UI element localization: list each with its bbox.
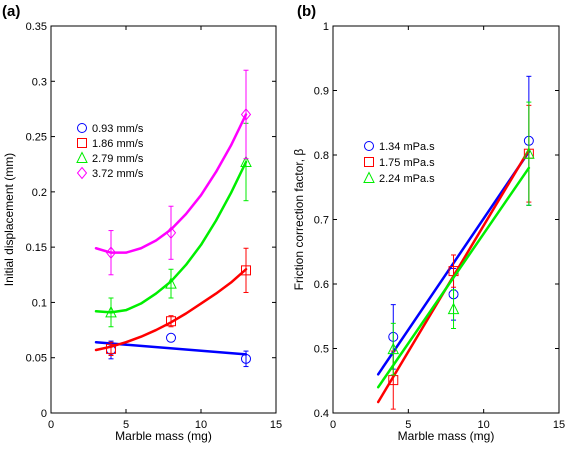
y-tick-label: 0.1	[32, 297, 47, 309]
data-point	[447, 302, 460, 315]
data-point	[165, 277, 177, 289]
data-point	[388, 375, 399, 386]
series-2-24-mpa-s	[376, 101, 535, 389]
legend-label: 1.86 mm/s	[92, 138, 144, 150]
x-axis-label: Marble mass (mg)	[115, 429, 212, 443]
legend-marker	[76, 166, 88, 180]
data-point	[241, 265, 251, 276]
plot-area-frame	[332, 25, 560, 414]
data-point	[241, 353, 251, 364]
plot-area-frame	[50, 25, 277, 414]
series-1-86-mm-s	[94, 247, 251, 357]
x-tick-label: 5	[405, 419, 411, 431]
legend-marker	[77, 123, 87, 133]
y-tick-label: 0	[41, 408, 47, 420]
chart-panel-a: (a) 0 5 10 15 0 0.05 0.1 0.15 0.2 0.25 0.3 0.35 Marbl…	[2, 3, 282, 443]
y-tick-label: 0.2	[32, 187, 47, 199]
y-tick-label: 0.5	[314, 344, 329, 356]
x-tick-label: 0	[330, 419, 336, 431]
x-axis-label: Marble mass (mg)	[398, 429, 495, 443]
data-point	[166, 316, 176, 327]
data-point	[106, 343, 116, 354]
x-tick-label: 0	[48, 419, 54, 431]
y-tick-label: 0.9	[314, 86, 329, 98]
fit-line	[376, 166, 531, 389]
data-point	[240, 155, 252, 168]
series-0-93-mm-s	[94, 332, 251, 368]
y-axis-label: Initial displacement (mm)	[2, 153, 16, 286]
legend-marker	[364, 157, 374, 167]
y-tick-label: 0.7	[314, 215, 329, 227]
legend-label: 1.34 mPa.s	[379, 141, 435, 153]
y-tick-label: 0.05	[26, 353, 47, 365]
data-point	[105, 246, 117, 259]
legend-label: 3.72 mm/s	[92, 168, 144, 180]
y-tick-label: 0.8	[314, 150, 329, 162]
chart-panel-b: (b) 0 5 10 15 0.4 0.5 0.6 0.7 0.8 0.9 1 Marble mass …	[292, 3, 565, 443]
x-tick-label: 10	[478, 419, 490, 431]
data-point	[240, 108, 252, 121]
legend-label: 2.24 mPa.s	[379, 173, 435, 185]
series-3-72-mm-s	[94, 69, 252, 276]
x-tick-label: 10	[195, 419, 207, 431]
y-tick-label: 0.6	[314, 279, 329, 291]
data-point	[165, 226, 177, 240]
legend-marker	[364, 141, 374, 151]
legend-marker	[77, 138, 87, 148]
y-tick-label: 0.15	[26, 242, 47, 254]
y-tick-label: 1	[323, 21, 329, 33]
panel-label: (a)	[2, 3, 20, 20]
legend-label: 2.79 mm/s	[92, 153, 144, 165]
data-point	[387, 342, 400, 355]
y-tick-label: 0.35	[26, 21, 47, 33]
data-point	[523, 147, 535, 159]
y-tick-label: 0.4	[314, 408, 329, 420]
y-axis-label: Friction correction factor, β	[292, 149, 306, 291]
data-point	[105, 305, 117, 318]
x-tick-label: 15	[553, 419, 565, 431]
x-tick-label: 15	[270, 419, 282, 431]
series-1-34-mpa-s	[376, 75, 534, 376]
legend-marker	[363, 171, 375, 183]
x-tick-label: 5	[123, 419, 129, 431]
y-tick-label: 0.3	[32, 76, 47, 88]
panel-label: (b)	[297, 3, 316, 20]
legend-label: 0.93 mm/s	[92, 123, 144, 135]
data-point	[166, 332, 176, 343]
legend-marker	[76, 151, 88, 163]
y-tick-label: 0.25	[26, 132, 47, 144]
legend-label: 1.75 mPa.s	[379, 157, 435, 169]
